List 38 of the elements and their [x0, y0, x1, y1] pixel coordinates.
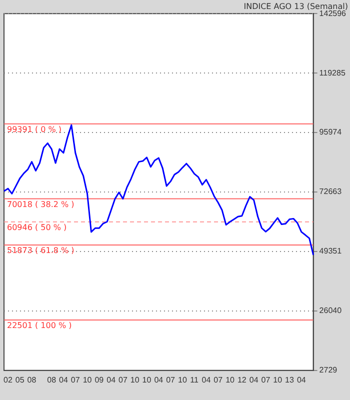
x-tick-label: 07 — [261, 375, 271, 384]
ref-line-label: 60946 ( 50 % ) — [7, 222, 67, 232]
x-tick-label: 07 — [70, 375, 80, 384]
x-tick-label: 04 — [296, 375, 306, 384]
x-tick-label: 10 — [142, 375, 152, 384]
y-tick-label: 95974 — [319, 128, 342, 137]
x-tick-label: 10 — [178, 375, 188, 384]
x-tick-label: 04 — [106, 375, 116, 384]
x-tick-label: 02 — [4, 375, 13, 384]
x-tick-label: 12 — [237, 375, 247, 384]
x-tick-label: 07 — [166, 375, 176, 384]
x-tick-label: 05 — [15, 375, 25, 384]
x-tick-label: 10 — [130, 375, 140, 384]
ref-line-label: 99391 ( 0 % ) — [7, 124, 62, 134]
y-tick-label: 72663 — [319, 187, 342, 196]
x-tick-label: 04 — [154, 375, 164, 384]
y-tick-label: 26040 — [319, 306, 342, 316]
x-tick-label: 04 — [59, 375, 68, 384]
x-tick-label: 08 — [27, 375, 37, 384]
chart-title: INDICE AGO 13 (Semanal) — [244, 2, 348, 11]
y-tick-label: 2729 — [319, 366, 338, 375]
x-tick-label: 10 — [82, 375, 92, 384]
x-tick-label: 10 — [273, 375, 283, 384]
x-tick-label: 10 — [226, 375, 236, 384]
y-tick-label: 49351 — [319, 246, 342, 256]
ref-line-label: 51873 ( 61.8 % ) — [7, 246, 74, 256]
x-tick-label: 11 — [190, 375, 200, 384]
x-tick-label: 07 — [118, 375, 128, 384]
x-tick-label: 08 — [47, 375, 57, 384]
x-tick-label: 13 — [285, 375, 295, 384]
y-tick-label: 119285 — [319, 68, 346, 78]
y-tick-label: 142596 — [319, 8, 347, 18]
ref-line-label: 70018 ( 38.2 % ) — [7, 200, 74, 209]
x-tick-label: 07 — [214, 375, 224, 384]
x-tick-label: 04 — [202, 375, 212, 384]
x-tick-label: 09 — [94, 375, 104, 384]
ref-line-label: 22501 ( 100 % ) — [7, 321, 72, 330]
x-tick-label: 04 — [249, 375, 259, 384]
